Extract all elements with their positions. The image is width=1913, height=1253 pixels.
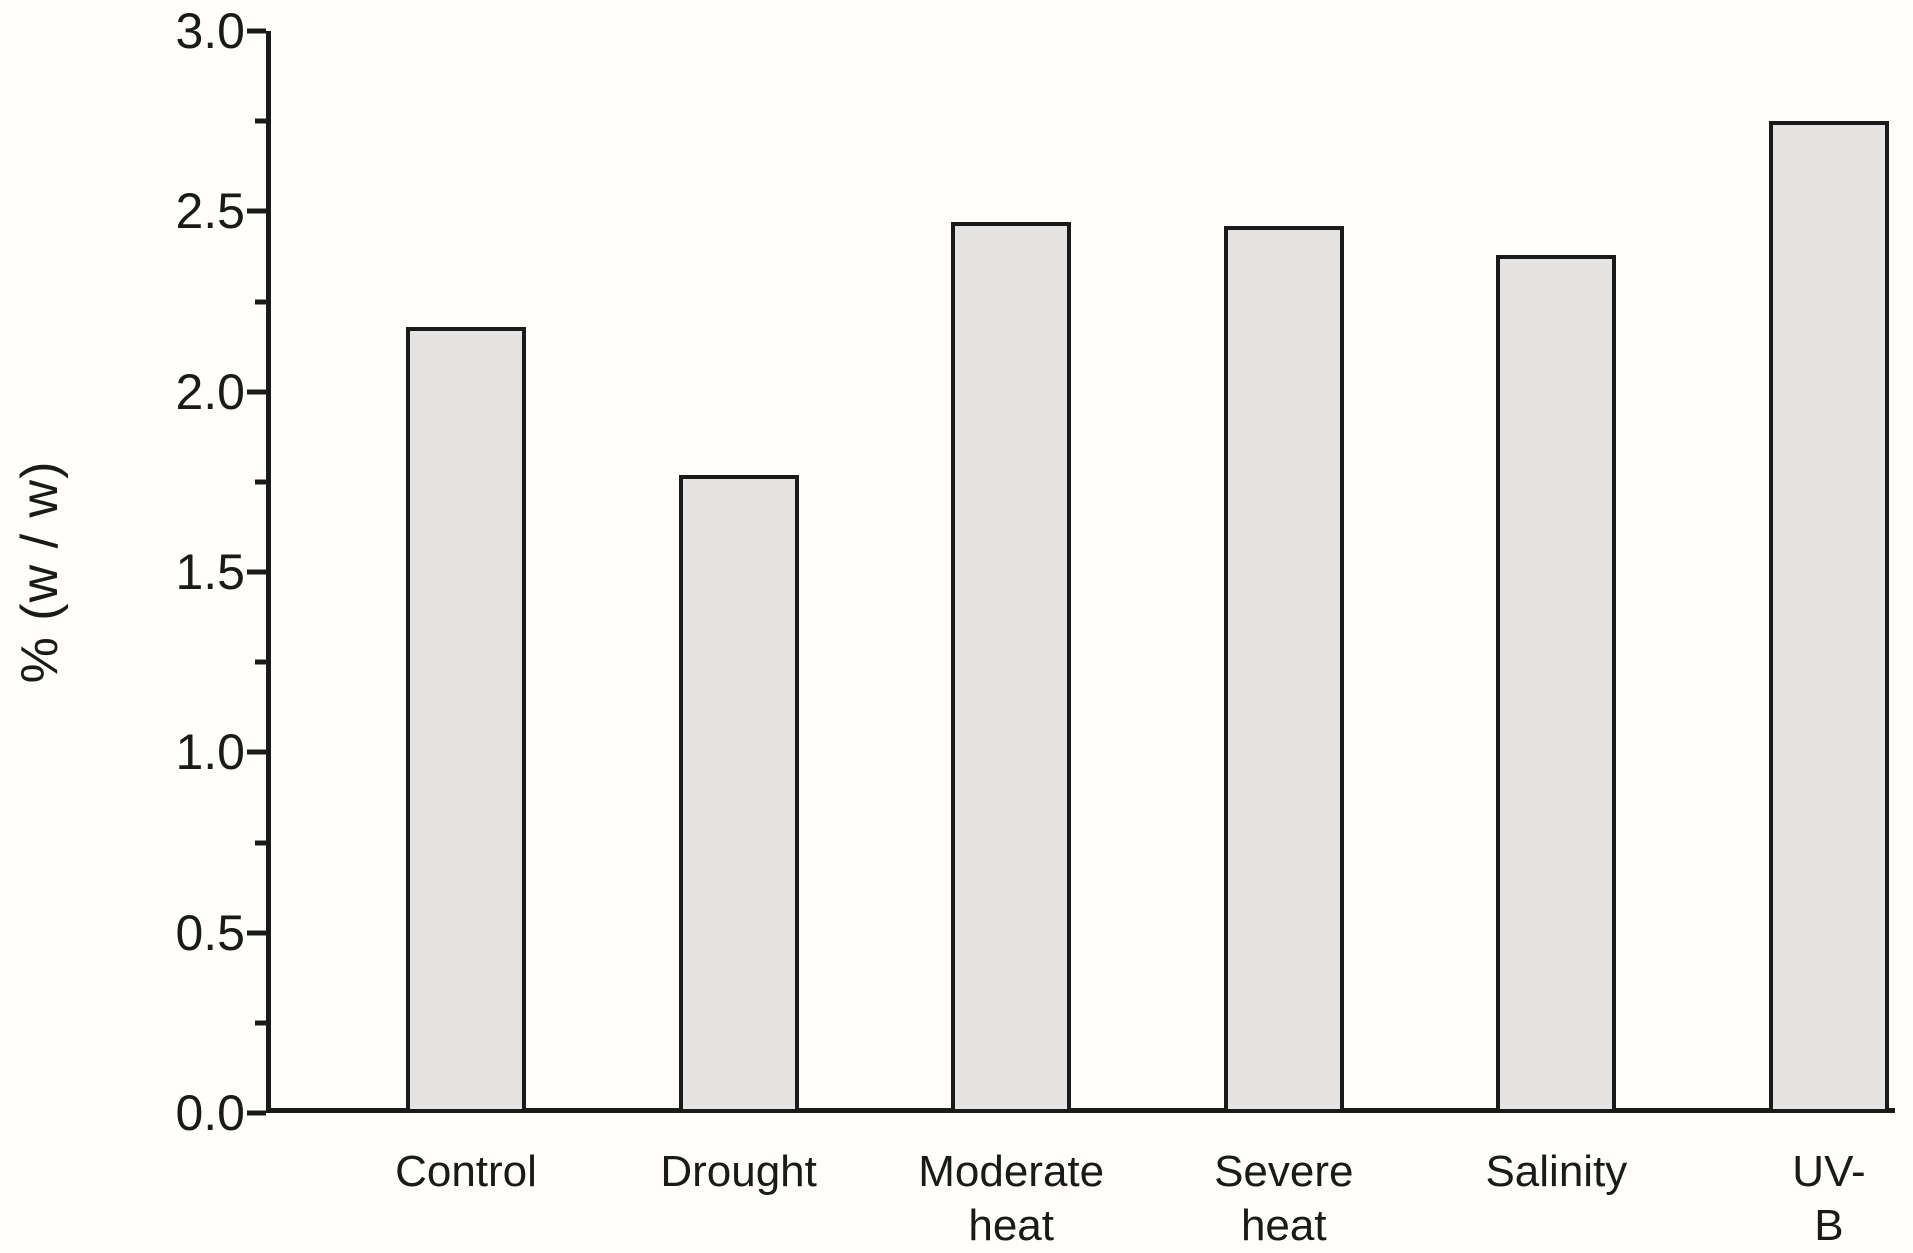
y-tick-label: 0.0	[175, 1085, 245, 1141]
y-minor-tick	[255, 118, 266, 124]
bar	[951, 222, 1072, 1113]
y-tick-label: 2.0	[175, 363, 245, 420]
bar	[1496, 254, 1617, 1113]
x-category-label: Control	[395, 1147, 537, 1196]
y-major-tick	[247, 1110, 266, 1116]
x-category-label: UV-B	[1792, 1147, 1866, 1250]
bar-slot: Salinity	[1485, 31, 1627, 1196]
y-tick-label: 3.0	[175, 3, 245, 59]
y-major-tick	[247, 930, 266, 936]
bar	[1223, 225, 1344, 1113]
y-major-tick	[247, 749, 266, 755]
y-tick-label: 2.5	[175, 183, 245, 240]
y-tick-label: 0.5	[175, 904, 245, 961]
bar	[1768, 121, 1889, 1113]
y-minor-tick	[255, 840, 266, 845]
y-major-tick	[247, 569, 266, 575]
y-tick-label: 1.0	[175, 724, 245, 781]
y-axis-title: % (w / w)	[11, 460, 69, 684]
bar-slot: Severe heat	[1214, 31, 1353, 1250]
y-minor-tick	[255, 1020, 266, 1026]
y-major-tick	[247, 208, 266, 214]
y-minor-tick	[255, 479, 266, 485]
y-minor-tick	[255, 659, 266, 665]
y-major-tick	[247, 389, 266, 395]
bar	[678, 474, 799, 1113]
x-category-label: Severe heat	[1214, 1147, 1354, 1250]
y-major-tick	[247, 28, 266, 34]
y-tick-label: 1.5	[175, 544, 245, 600]
x-category-label: Salinity	[1485, 1147, 1628, 1196]
bars-container: Control Drought Moderate heat Severe heat Sa…	[266, 31, 1895, 1250]
bar-slot: Moderate heat	[918, 31, 1104, 1250]
x-category-label: Moderate heat	[918, 1147, 1105, 1250]
x-axis-line	[266, 1108, 1895, 1113]
x-category-label: Drought	[660, 1147, 817, 1196]
bar-slot: Drought	[660, 31, 817, 1196]
bar-slot: Control	[395, 31, 537, 1196]
y-axis-line	[266, 31, 271, 1113]
bar-slot: UV-B	[1768, 31, 1889, 1250]
plot-area: 0.0 0.5 1.0 1.5 2.0 2.5 3.0 Control Drought Mode…	[175, 6, 1895, 1250]
y-minor-tick	[255, 299, 266, 304]
bar	[406, 326, 526, 1113]
